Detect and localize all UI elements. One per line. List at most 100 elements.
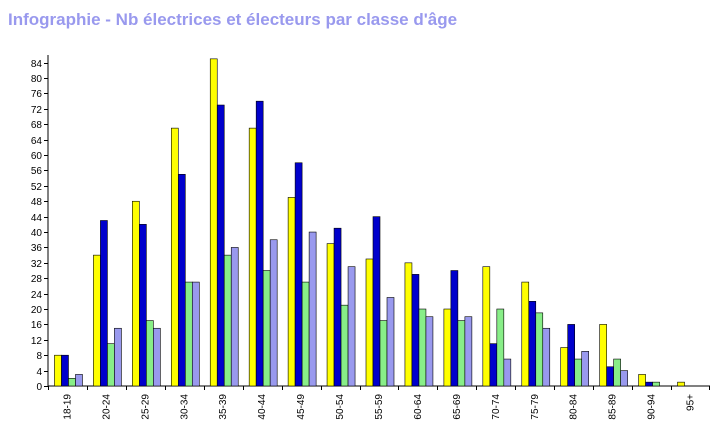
y-tick-label: 44 [31, 213, 43, 224]
bar [347, 266, 356, 387]
x-tick-label: 95+ [686, 394, 697, 411]
x-tick-label: 90-94 [647, 394, 658, 420]
x-tick-label: 60-64 [413, 394, 424, 420]
bar [379, 320, 388, 387]
bar [191, 281, 200, 387]
bar [372, 216, 381, 387]
bar [450, 270, 459, 387]
bar [294, 162, 303, 387]
bar [255, 100, 264, 387]
bar [230, 247, 239, 387]
bar [153, 327, 161, 387]
bar [132, 200, 140, 387]
y-tick-label: 8 [36, 351, 42, 362]
bar [482, 266, 491, 387]
chart-title: Infographie - Nb électrices et électeurs… [8, 10, 458, 29]
bar [574, 358, 583, 387]
bar [308, 231, 317, 387]
y-tick-label: 0 [36, 382, 42, 393]
bar [61, 354, 69, 387]
bar [496, 308, 505, 387]
x-tick-label: 55-59 [374, 394, 385, 420]
x-tick-label: 30-34 [179, 394, 190, 420]
x-tick-label: 80-84 [569, 394, 580, 420]
y-tick-label: 64 [31, 136, 43, 147]
bar [443, 308, 452, 387]
bar [93, 254, 101, 387]
y-tick-label: 80 [31, 74, 43, 85]
bar [425, 316, 434, 387]
y-tick-label: 68 [31, 120, 43, 131]
bar [365, 258, 374, 387]
bar [386, 297, 395, 387]
bar [139, 224, 147, 387]
bar [248, 127, 257, 387]
x-tick-label: 75-79 [530, 394, 541, 420]
y-tick-label: 56 [31, 166, 43, 177]
bar [223, 254, 232, 387]
y-tick-label: 60 [31, 151, 43, 162]
y-tick-label: 84 [31, 59, 43, 70]
bar [114, 327, 122, 387]
x-tick-label: 70-74 [491, 394, 502, 420]
bar [613, 358, 621, 387]
bar [209, 58, 218, 387]
bar [542, 327, 551, 387]
bar [146, 320, 154, 387]
bar [287, 197, 296, 387]
bar [107, 343, 115, 387]
x-tick-label: 35-39 [218, 394, 229, 420]
y-tick-label: 48 [31, 197, 43, 208]
bar [340, 304, 349, 387]
bar [606, 366, 614, 387]
y-tick-label: 20 [31, 305, 43, 316]
bar [170, 127, 179, 387]
x-tick-label: 50-54 [335, 394, 346, 420]
y-tick-label: 12 [31, 336, 43, 347]
bar [269, 239, 278, 387]
x-tick-label: 85-89 [608, 394, 619, 420]
bar [301, 281, 310, 387]
bar [262, 270, 271, 387]
y-tick-label: 72 [31, 105, 43, 116]
bar [54, 354, 62, 387]
bar [599, 324, 607, 387]
bar [100, 220, 108, 387]
bar [567, 324, 576, 387]
bar [457, 320, 466, 387]
bar [177, 174, 186, 387]
y-tick-label: 40 [31, 228, 43, 239]
y-tick-label: 36 [31, 243, 43, 254]
bar [68, 378, 76, 387]
x-tick-label: 18-19 [62, 394, 73, 420]
y-tick-label: 52 [31, 182, 43, 193]
bar [645, 381, 653, 387]
x-tick-label: 40-44 [257, 394, 268, 420]
bar [216, 104, 225, 387]
bar [411, 274, 420, 387]
bar [184, 281, 193, 387]
y-tick-label: 28 [31, 274, 43, 285]
bar [535, 312, 544, 387]
bar [528, 301, 537, 387]
bar [560, 347, 569, 387]
y-tick-label: 24 [31, 290, 43, 301]
bar [489, 343, 498, 387]
y-tick-label: 76 [31, 89, 43, 100]
bar [326, 243, 335, 387]
bar [652, 381, 660, 387]
y-tick-label: 32 [31, 259, 43, 270]
bar [404, 262, 413, 387]
bar [333, 227, 342, 387]
bar [418, 308, 427, 387]
bar [581, 351, 590, 387]
bar [75, 374, 83, 387]
x-tick-label: 65-69 [452, 394, 463, 420]
bar [677, 381, 685, 387]
bar [464, 316, 473, 387]
plot-area: 0481216202428323640444852566064687276808… [31, 55, 710, 420]
bar [503, 358, 512, 387]
x-tick-label: 20-24 [101, 394, 112, 420]
y-tick-label: 16 [31, 320, 43, 331]
